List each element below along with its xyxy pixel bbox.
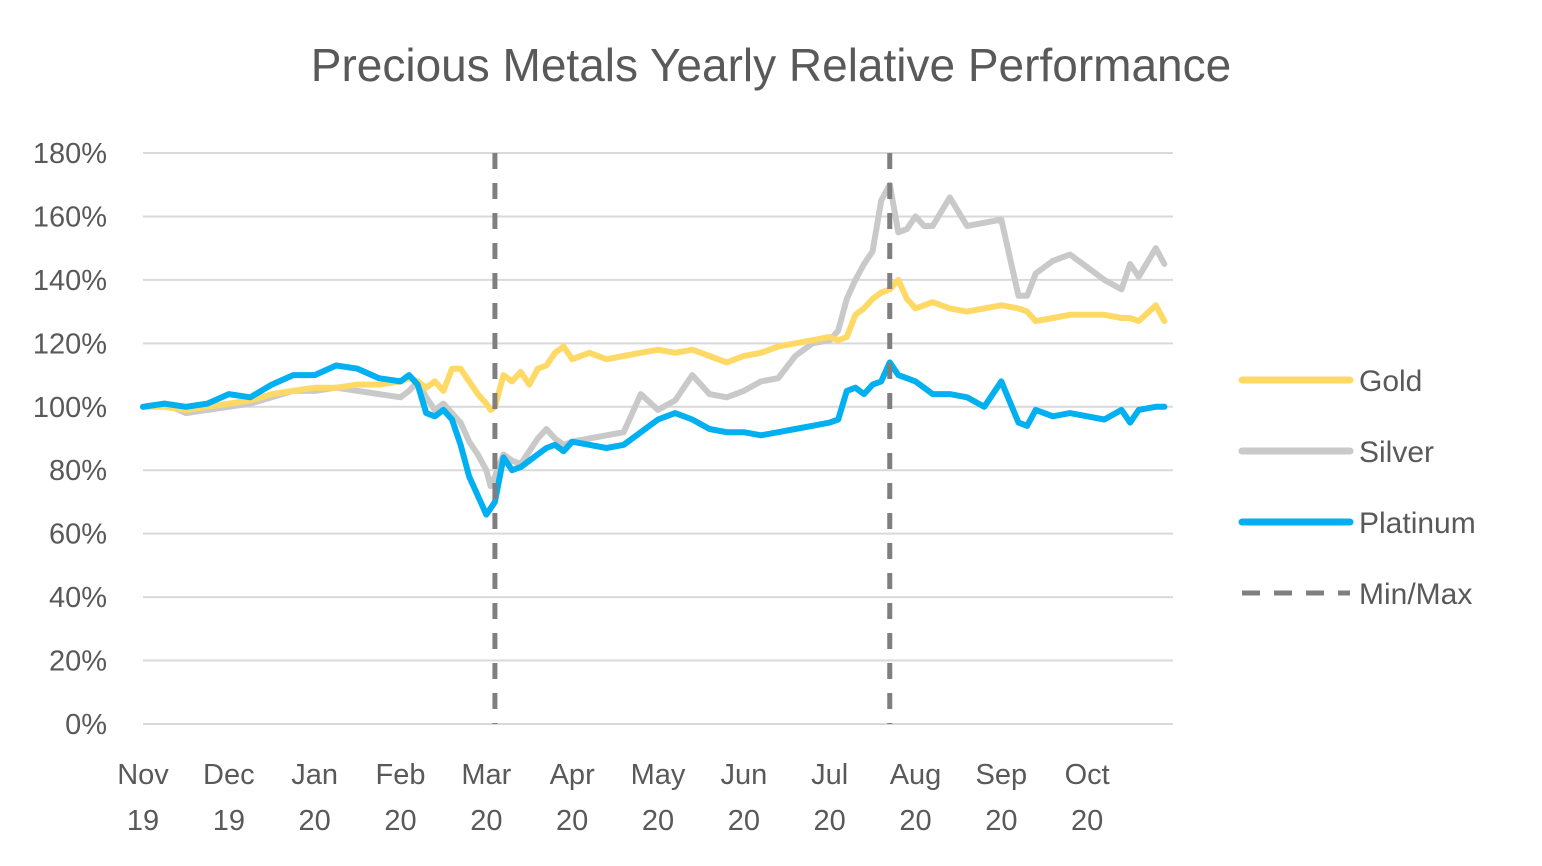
y-tick-label: 0% (65, 709, 107, 741)
y-tick-label: 160% (33, 201, 107, 233)
x-tick-month: Mar (461, 759, 511, 791)
x-tick-year: 19 (213, 805, 245, 837)
y-tick-label: 80% (49, 455, 107, 487)
legend-label-min-max: Min/Max (1359, 578, 1472, 611)
x-tick-month: Apr (550, 759, 595, 791)
x-tick-month: Sep (976, 759, 1028, 791)
chart-title: Precious Metals Yearly Relative Performa… (310, 39, 1232, 91)
series-line-gold (140, 276, 1168, 413)
y-tick-label: 180% (33, 138, 107, 170)
x-tick-month: Jan (291, 759, 338, 791)
x-tick-year: 20 (470, 805, 502, 837)
x-tick-year: 20 (985, 805, 1017, 837)
series-line-platinum (140, 359, 1168, 518)
y-tick-label: 100% (33, 392, 107, 424)
x-tick-year: 20 (1071, 805, 1103, 837)
x-tick-year: 20 (899, 805, 931, 837)
y-tick-label: 20% (49, 646, 107, 678)
x-tick-month: Dec (203, 759, 255, 791)
x-tick-year: 20 (556, 805, 588, 837)
x-tick-month: Oct (1065, 759, 1110, 791)
legend-label-platinum: Platinum (1359, 507, 1476, 540)
y-tick-label: 120% (33, 328, 107, 360)
y-tick-label: 60% (49, 519, 107, 551)
y-tick-label: 140% (33, 265, 107, 297)
x-tick-year: 20 (384, 805, 416, 837)
x-axis-ticks: Nov 19 Dec 19 Jan 20 Feb 20 Mar 20 Apr 20 May 20 Jun 20… (117, 759, 1110, 837)
x-tick-year: 20 (642, 805, 674, 837)
min-max-markers (492, 153, 893, 724)
y-axis-ticks: 0% 20% 40% 60% 80% 100% 120% 140% 160% 180% (33, 138, 107, 741)
x-tick-year: 19 (127, 805, 159, 837)
series-line-silver (140, 181, 1168, 490)
legend-label-gold: Gold (1359, 365, 1422, 398)
legend: Gold Silver Platinum Min/Max (1238, 365, 1476, 611)
x-tick-year: 20 (814, 805, 846, 837)
x-tick-month: Jun (720, 759, 767, 791)
x-tick-month: May (631, 759, 686, 791)
x-tick-month: Aug (890, 759, 942, 791)
legend-label-silver: Silver (1359, 436, 1434, 469)
x-tick-month: Feb (376, 759, 426, 791)
x-tick-month: Nov (117, 759, 169, 791)
x-tick-month: Jul (811, 759, 848, 791)
series-lines (140, 181, 1168, 518)
x-tick-year: 20 (299, 805, 331, 837)
x-tick-year: 20 (728, 805, 760, 837)
gridlines (143, 152, 1173, 725)
y-tick-label: 40% (49, 582, 107, 614)
